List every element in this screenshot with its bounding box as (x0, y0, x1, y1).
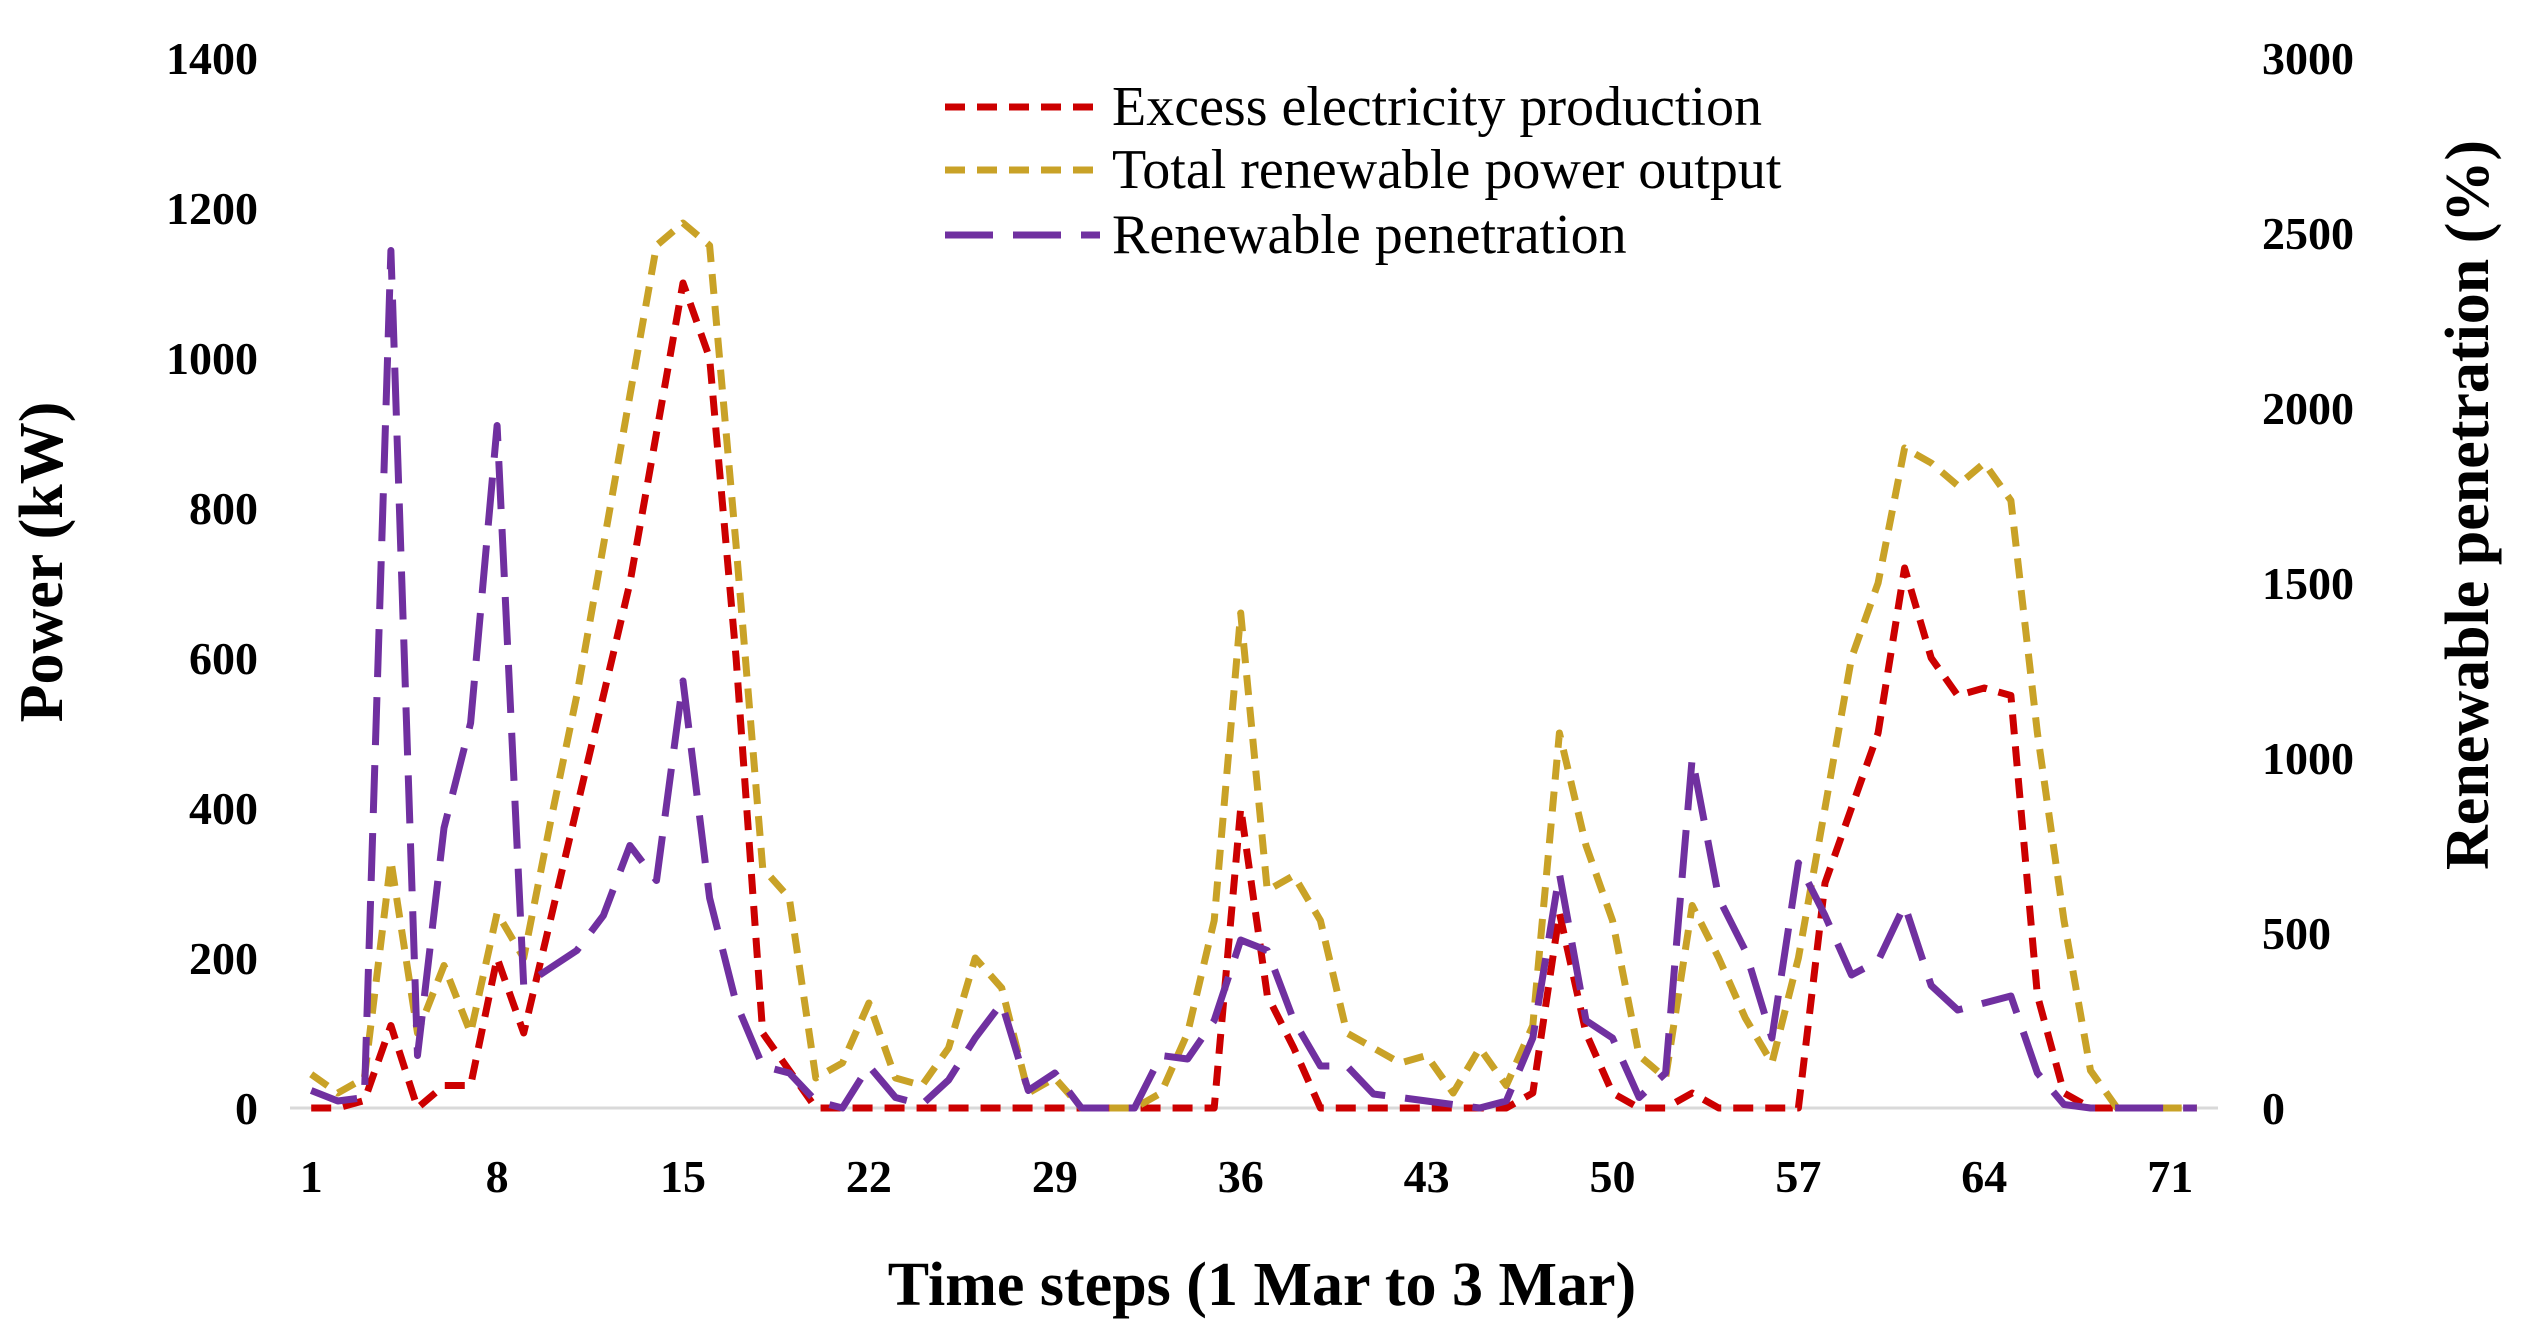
x-tick-label: 43 (1404, 1151, 1450, 1202)
y2-tick-label: 2500 (2262, 208, 2354, 259)
series-line-excess-electricity-production (311, 279, 2197, 1112)
y2-axis-ticks: 0 500 1000 1500 2000 2500 3000 (2262, 33, 2354, 1134)
y2-tick-label: 2000 (2262, 383, 2354, 434)
x-tick-label: 50 (1590, 1151, 1636, 1202)
legend-label-penetration: Renewable penetration (1112, 204, 1627, 266)
y-tick-label: 1400 (166, 33, 258, 84)
x-axis-ticks: 1 8 15 22 29 36 43 50 57 64 71 (300, 1151, 2193, 1202)
y2-axis-title: Renewable penetration (%) (2434, 140, 2502, 870)
y2-tick-label: 3000 (2262, 33, 2354, 84)
y2-tick-label: 500 (2262, 908, 2331, 959)
x-tick-label: 64 (1961, 1151, 2007, 1202)
y-axis-title: Power (kW) (8, 402, 76, 723)
y2-tick-label: 0 (2262, 1083, 2285, 1134)
series-layer (309, 219, 2197, 1112)
x-tick-label: 1 (300, 1151, 323, 1202)
x-tick-label: 57 (1775, 1151, 1821, 1202)
x-tick-label: 15 (660, 1151, 706, 1202)
y-tick-label: 400 (189, 783, 258, 834)
y2-tick-label: 1500 (2262, 558, 2354, 609)
x-tick-label: 8 (486, 1151, 509, 1202)
x-tick-label: 29 (1032, 1151, 1078, 1202)
legend-label-excess: Excess electricity production (1112, 76, 1762, 138)
x-axis-title: Time steps (1 Mar to 3 Mar) (888, 1251, 1636, 1319)
y-tick-label: 0 (235, 1083, 258, 1134)
legend: Excess electricity production Total rene… (945, 76, 1782, 266)
y-tick-label: 1000 (166, 333, 258, 384)
x-tick-label: 71 (2147, 1151, 2193, 1202)
y-tick-label: 200 (189, 933, 258, 984)
x-tick-label: 36 (1218, 1151, 1264, 1202)
series-line-total-renewable-power-output (309, 219, 2197, 1112)
y-tick-label: 1200 (166, 183, 258, 234)
y2-tick-label: 1000 (2262, 733, 2354, 784)
legend-label-total: Total renewable power output (1112, 139, 1782, 201)
x-tick-label: 22 (846, 1151, 892, 1202)
series-line-renewable-penetration (309, 247, 2197, 1112)
y-axis-ticks: 0 200 400 600 800 1000 1200 1400 (166, 33, 258, 1134)
y-tick-label: 800 (189, 483, 258, 534)
y-tick-label: 600 (189, 633, 258, 684)
